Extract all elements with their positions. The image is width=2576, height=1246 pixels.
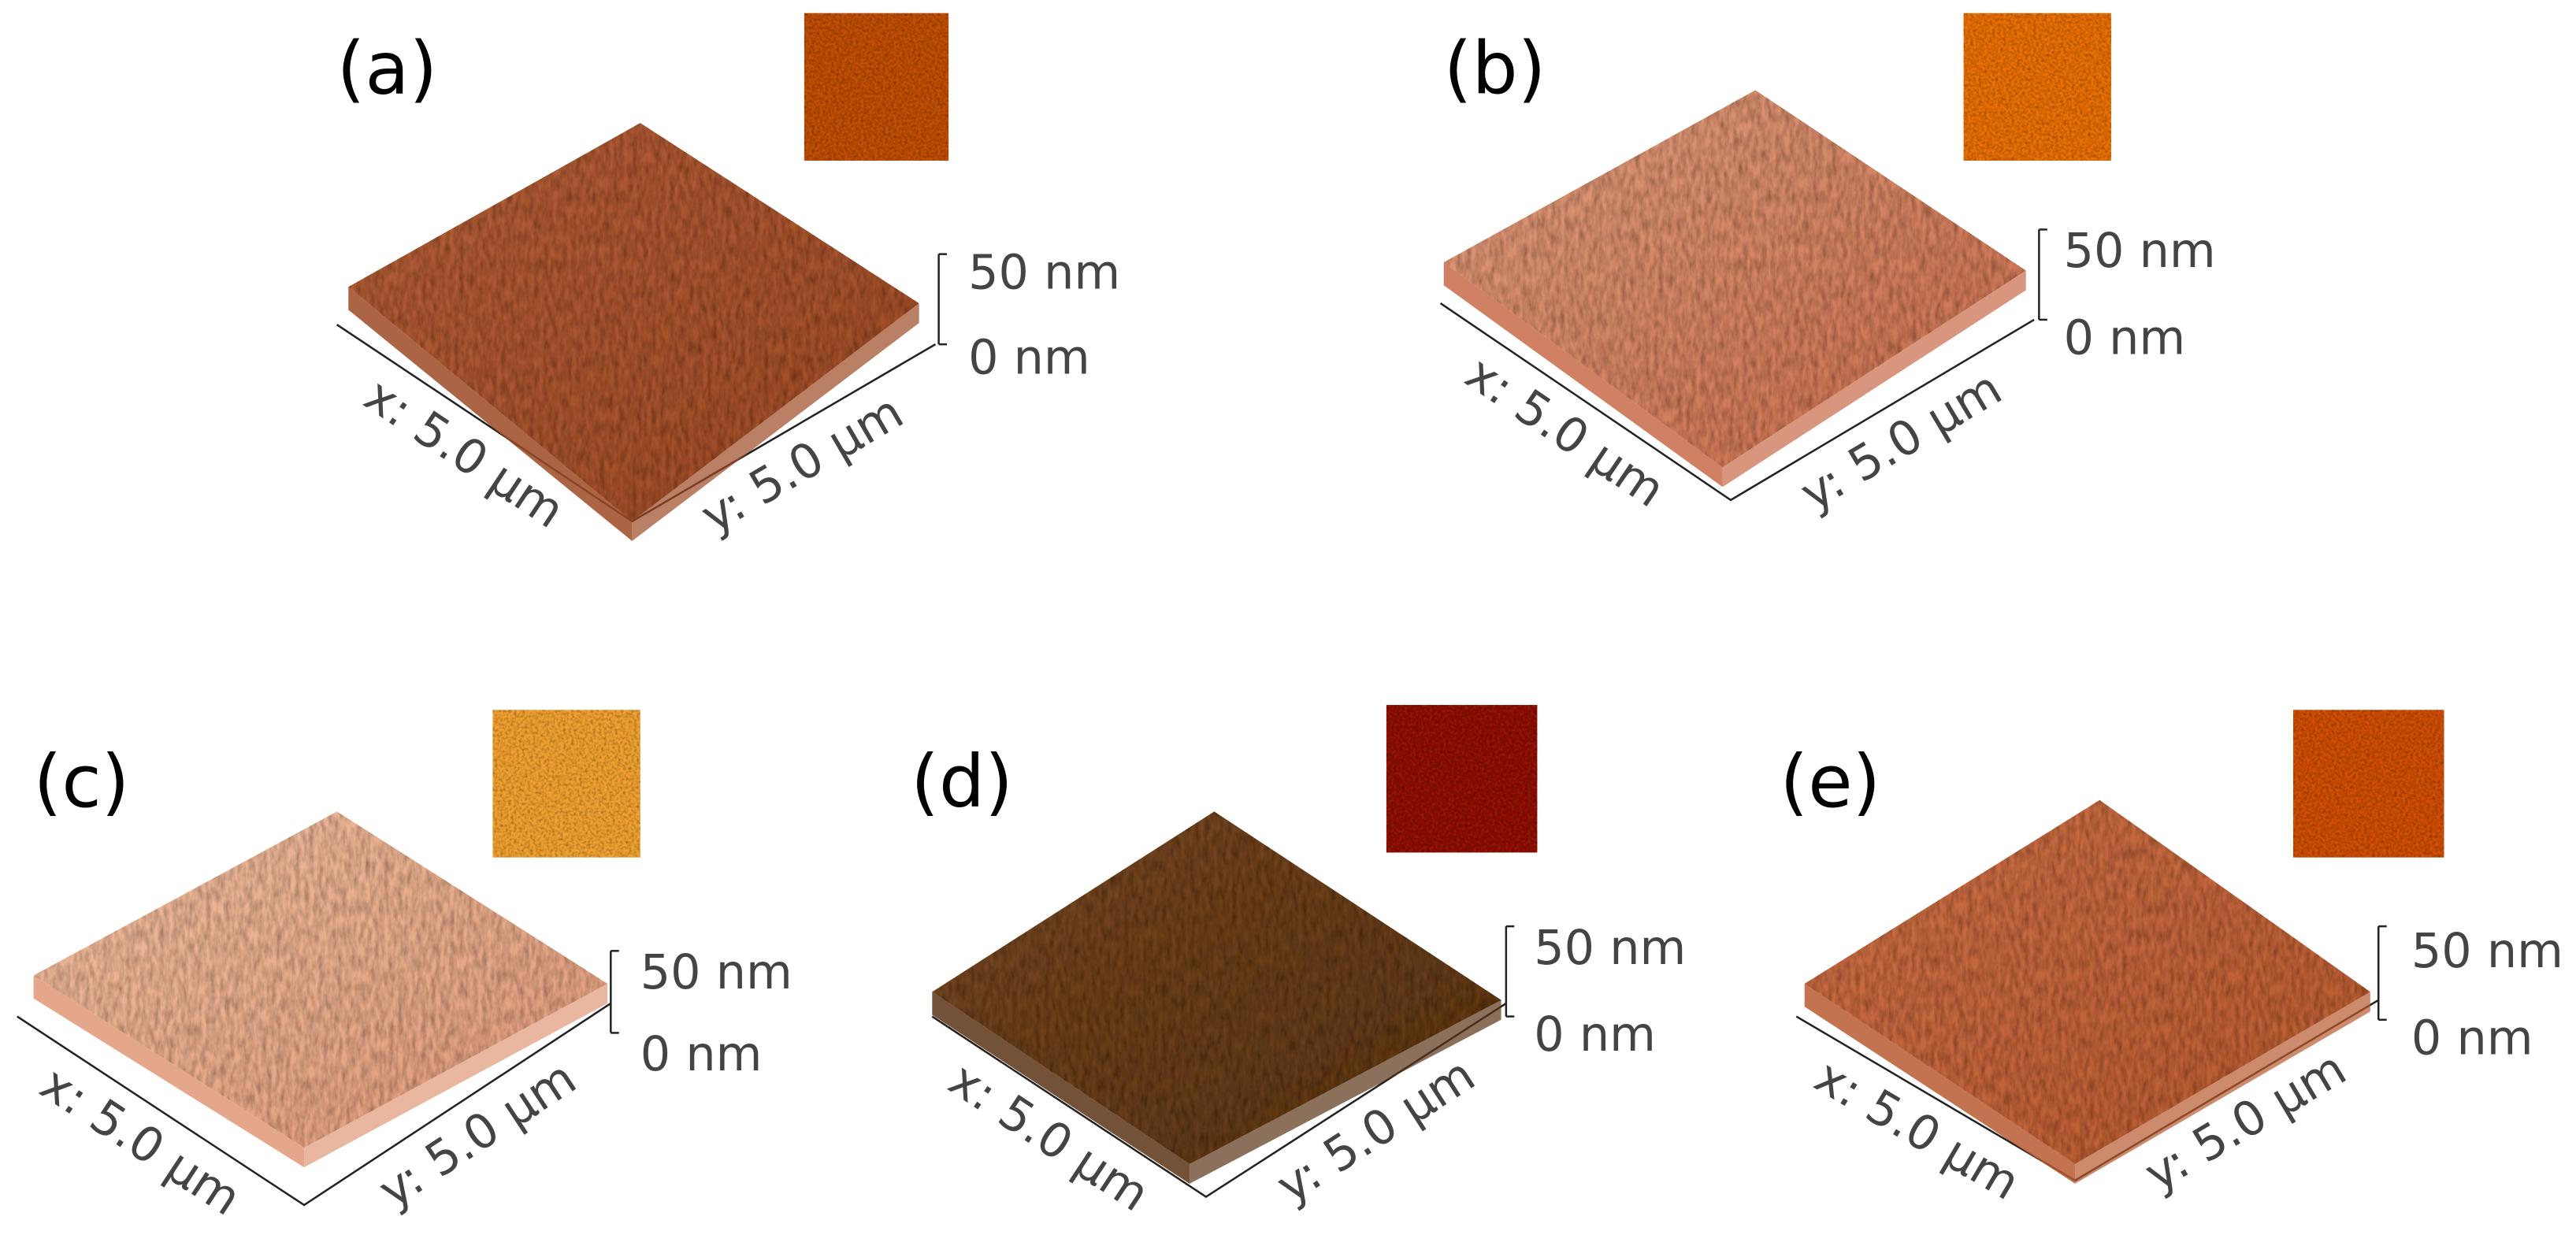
surface-wall xyxy=(1443,262,1723,488)
afm-panel: (b)50 nm0 nmx: 5.0 µm y: 5.0 µm xyxy=(1439,13,2216,522)
afm-surface xyxy=(932,811,1501,1164)
afm-panel: (d)50 nm0 nmx: 5.0 µm y: 5.0 µm xyxy=(911,705,1686,1222)
afm-panel: (c)50 nm0 nmx: 5.0 µm y: 5.0 µm xyxy=(17,710,792,1226)
surface-wall xyxy=(1804,983,2076,1184)
base-axis xyxy=(17,1002,611,1207)
panel-label: (e) xyxy=(1780,740,1880,824)
afm-surface xyxy=(348,123,919,521)
afm-inset xyxy=(2293,710,2444,858)
z-bottom-label: 0 nm xyxy=(640,1027,763,1082)
panel-label: (a) xyxy=(337,27,438,111)
surface-wall xyxy=(304,983,608,1168)
afm-panel: (e)50 nm0 nmx: 5.0 µm y: 5.0 µm xyxy=(1780,710,2563,1211)
surface-wall xyxy=(932,992,1190,1184)
z-top-label: 50 nm xyxy=(640,945,792,1000)
afm-inset xyxy=(1963,13,2111,161)
surface-wall xyxy=(1190,999,1501,1184)
surface-wall xyxy=(1722,270,2026,488)
base-axis xyxy=(1439,302,2035,502)
afm-inset xyxy=(804,13,949,161)
afm-surface xyxy=(1804,799,2370,1164)
afm-panel: (a)50 nm0 nmx: 5.0 µm y: 5.0 µm xyxy=(336,13,1120,544)
surface-wall xyxy=(632,303,919,541)
panel-label: (c) xyxy=(34,740,130,824)
panel-label: (b) xyxy=(1444,27,1546,111)
afm-surface xyxy=(1443,90,2026,468)
afm-inset xyxy=(492,710,640,858)
afm-inset xyxy=(1386,705,1538,853)
z-bottom-label: 0 nm xyxy=(1534,1007,1656,1062)
afm-surface xyxy=(33,811,608,1148)
z-top-label: 50 nm xyxy=(1534,921,1686,976)
z-bottom-label: 0 nm xyxy=(968,331,1090,386)
surface-wall xyxy=(33,975,305,1168)
z-bottom-label: 0 nm xyxy=(2411,1011,2533,1066)
surface-wall xyxy=(2075,992,2370,1184)
z-top-label: 50 nm xyxy=(2064,224,2216,279)
z-bottom-label: 0 nm xyxy=(2064,311,2186,366)
surface-wall xyxy=(348,287,633,541)
z-top-label: 50 nm xyxy=(968,245,1120,300)
z-top-label: 50 nm xyxy=(2411,924,2563,979)
panel-label: (d) xyxy=(911,740,1013,824)
